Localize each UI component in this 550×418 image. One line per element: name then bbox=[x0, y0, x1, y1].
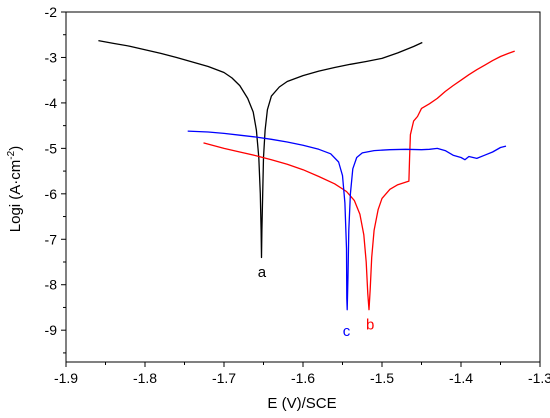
y-axis-title-close: ) bbox=[7, 146, 24, 151]
y-axis-title-main: Logi (A·cm bbox=[7, 160, 24, 233]
x-axis-title: E (V)/SCE bbox=[267, 395, 336, 412]
series-c-label: c bbox=[343, 323, 351, 340]
x-tick-label: -1.5 bbox=[370, 370, 394, 386]
y-tick-label: -5 bbox=[45, 140, 58, 156]
y-tick-label: -6 bbox=[45, 186, 58, 202]
series-a-label: a bbox=[258, 264, 267, 281]
curve-labels: a bc bbox=[258, 264, 375, 340]
x-tick-label: -1.4 bbox=[449, 370, 473, 386]
series-a-line bbox=[98, 39, 423, 259]
x-tick-label: -1.8 bbox=[133, 370, 157, 386]
y-tick-label: -9 bbox=[45, 322, 58, 338]
y-tick-label: -2 bbox=[45, 4, 58, 20]
x-tick-label: -1.3 bbox=[528, 370, 550, 386]
y-tick-label: -4 bbox=[45, 95, 58, 111]
y-tick-label: -3 bbox=[45, 49, 58, 65]
y-axis-title-sup: -2 bbox=[6, 150, 17, 159]
curves bbox=[98, 39, 515, 311]
series-b-line bbox=[203, 50, 515, 311]
y-tick-label: -7 bbox=[45, 231, 58, 247]
axes: -1.9 -1.8 -1.7 -1.6 -1.5 -1.4 -1.3 -2 -3 -4 -5 -6 -7… bbox=[45, 4, 550, 386]
series-b-label: b bbox=[366, 316, 374, 333]
x-tick-label: -1.6 bbox=[291, 370, 315, 386]
x-tick-label: -1.7 bbox=[212, 370, 236, 386]
plot-frame bbox=[65, 11, 541, 363]
y-axis-title: Logi (A·cm-2) bbox=[6, 146, 24, 232]
series-c-line bbox=[187, 130, 507, 311]
y-tick-label: -8 bbox=[45, 277, 58, 293]
x-tick-label: -1.9 bbox=[54, 370, 78, 386]
